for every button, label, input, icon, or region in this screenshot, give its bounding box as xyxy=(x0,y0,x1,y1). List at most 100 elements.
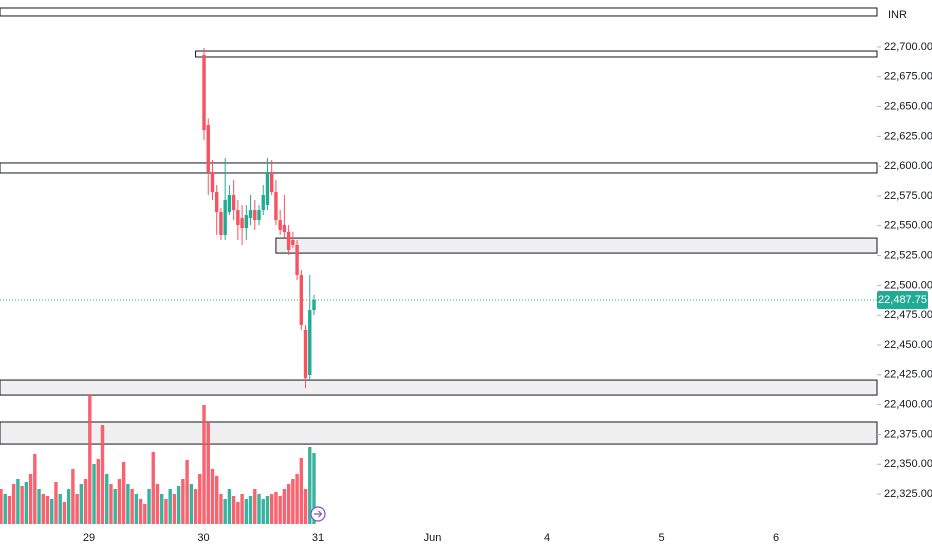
x-tick-label: 6 xyxy=(773,532,779,544)
volume-bar xyxy=(253,489,257,524)
volume-bar xyxy=(96,459,100,524)
candle-body xyxy=(215,192,219,212)
volume-bar xyxy=(202,405,206,524)
candle-body xyxy=(261,195,265,211)
volume-bar xyxy=(193,489,198,524)
volume-bar xyxy=(227,489,232,524)
volume-bar xyxy=(121,462,126,524)
y-tick-label: 22,500.00 xyxy=(884,279,932,291)
candle-body xyxy=(210,172,215,193)
candle-body xyxy=(240,218,244,229)
volume-bar xyxy=(88,395,92,524)
volume-bar xyxy=(244,499,249,524)
volume-bar xyxy=(291,479,295,524)
volume-bar xyxy=(7,496,12,524)
volume-bar xyxy=(286,484,291,524)
zone xyxy=(0,7,878,17)
volume-bar xyxy=(312,453,316,524)
volume-bar xyxy=(248,496,253,524)
candle-body xyxy=(278,220,282,230)
candle-body xyxy=(286,231,291,250)
y-tick-label: 22,525.00 xyxy=(884,249,932,261)
volume-bar xyxy=(299,458,304,524)
y-tick-label: 22,375.00 xyxy=(884,428,932,440)
candle-body xyxy=(303,329,308,379)
volume-bar xyxy=(168,489,172,524)
volume-bar xyxy=(236,502,240,524)
volume-bar xyxy=(189,484,194,524)
volume-bar xyxy=(50,499,54,524)
candle-body xyxy=(299,275,304,325)
volume-bar xyxy=(274,492,278,524)
events-icon-arrow xyxy=(314,510,323,518)
volume-bar xyxy=(198,474,202,524)
zone xyxy=(0,421,878,445)
volume-bar xyxy=(41,494,45,524)
zone xyxy=(0,379,878,396)
x-tick-label: 5 xyxy=(658,532,664,544)
volume-bar xyxy=(219,494,223,524)
volume-bar xyxy=(92,464,96,524)
y-tick-label: 22,450.00 xyxy=(884,339,932,351)
candle-body xyxy=(274,192,278,221)
volume-bar xyxy=(100,425,105,524)
y-tick-label: 22,625.00 xyxy=(884,130,932,142)
volume-bar xyxy=(164,499,168,524)
volume-bar xyxy=(66,489,71,524)
candle-body xyxy=(270,172,274,193)
volume-bar xyxy=(113,489,117,524)
candle-body xyxy=(244,215,249,229)
x-tick-label: 30 xyxy=(197,532,209,544)
y-tick-label: 22,550.00 xyxy=(884,220,932,232)
volume-bar xyxy=(240,494,244,524)
candle-body xyxy=(308,310,312,376)
candle-body xyxy=(291,239,295,245)
volume-bar xyxy=(185,460,189,524)
candle-body xyxy=(227,195,232,212)
volume-bar xyxy=(282,489,287,524)
candle-body xyxy=(248,210,253,219)
volume-bar xyxy=(45,496,50,524)
candle-body xyxy=(253,210,257,221)
volume-bar xyxy=(270,494,274,524)
y-tick-label: 22,425.00 xyxy=(884,369,932,381)
candle-body xyxy=(231,195,236,211)
x-tick-label: 4 xyxy=(544,532,550,544)
volume-bar xyxy=(58,494,62,524)
volume-bar xyxy=(79,484,84,524)
volume-bar xyxy=(160,494,164,524)
volume-bar xyxy=(206,422,210,524)
currency-label: INR xyxy=(888,9,907,21)
y-tick-label: 22,600.00 xyxy=(884,160,932,172)
volume-bar xyxy=(117,479,122,524)
volume-bar xyxy=(223,499,227,524)
y-tick-label: 22,400.00 xyxy=(884,399,932,411)
y-tick-label: 22,475.00 xyxy=(884,309,932,321)
volume-bar xyxy=(134,494,139,524)
candle-body xyxy=(282,225,287,232)
volume-bar xyxy=(62,502,67,524)
candle-body xyxy=(223,200,227,235)
volume-bar xyxy=(155,484,160,524)
y-tick-label: 22,700.00 xyxy=(884,41,932,53)
zone xyxy=(0,162,878,174)
zone xyxy=(195,50,878,58)
volume-bar xyxy=(210,469,215,524)
volume-bar xyxy=(172,494,177,524)
candle-body xyxy=(257,210,261,221)
candle-body xyxy=(202,54,206,131)
volume-bar xyxy=(105,474,109,524)
volume-bar xyxy=(83,479,88,524)
x-tick-label: Jun xyxy=(424,532,442,544)
volume-bar xyxy=(11,484,16,524)
candle-body xyxy=(295,244,299,276)
volume-bar xyxy=(151,452,155,524)
y-tick-label: 22,325.00 xyxy=(884,488,932,500)
volume-bar xyxy=(20,486,24,524)
candle-body xyxy=(265,172,270,206)
volume-bar xyxy=(130,489,134,524)
volume-bar xyxy=(24,482,29,524)
